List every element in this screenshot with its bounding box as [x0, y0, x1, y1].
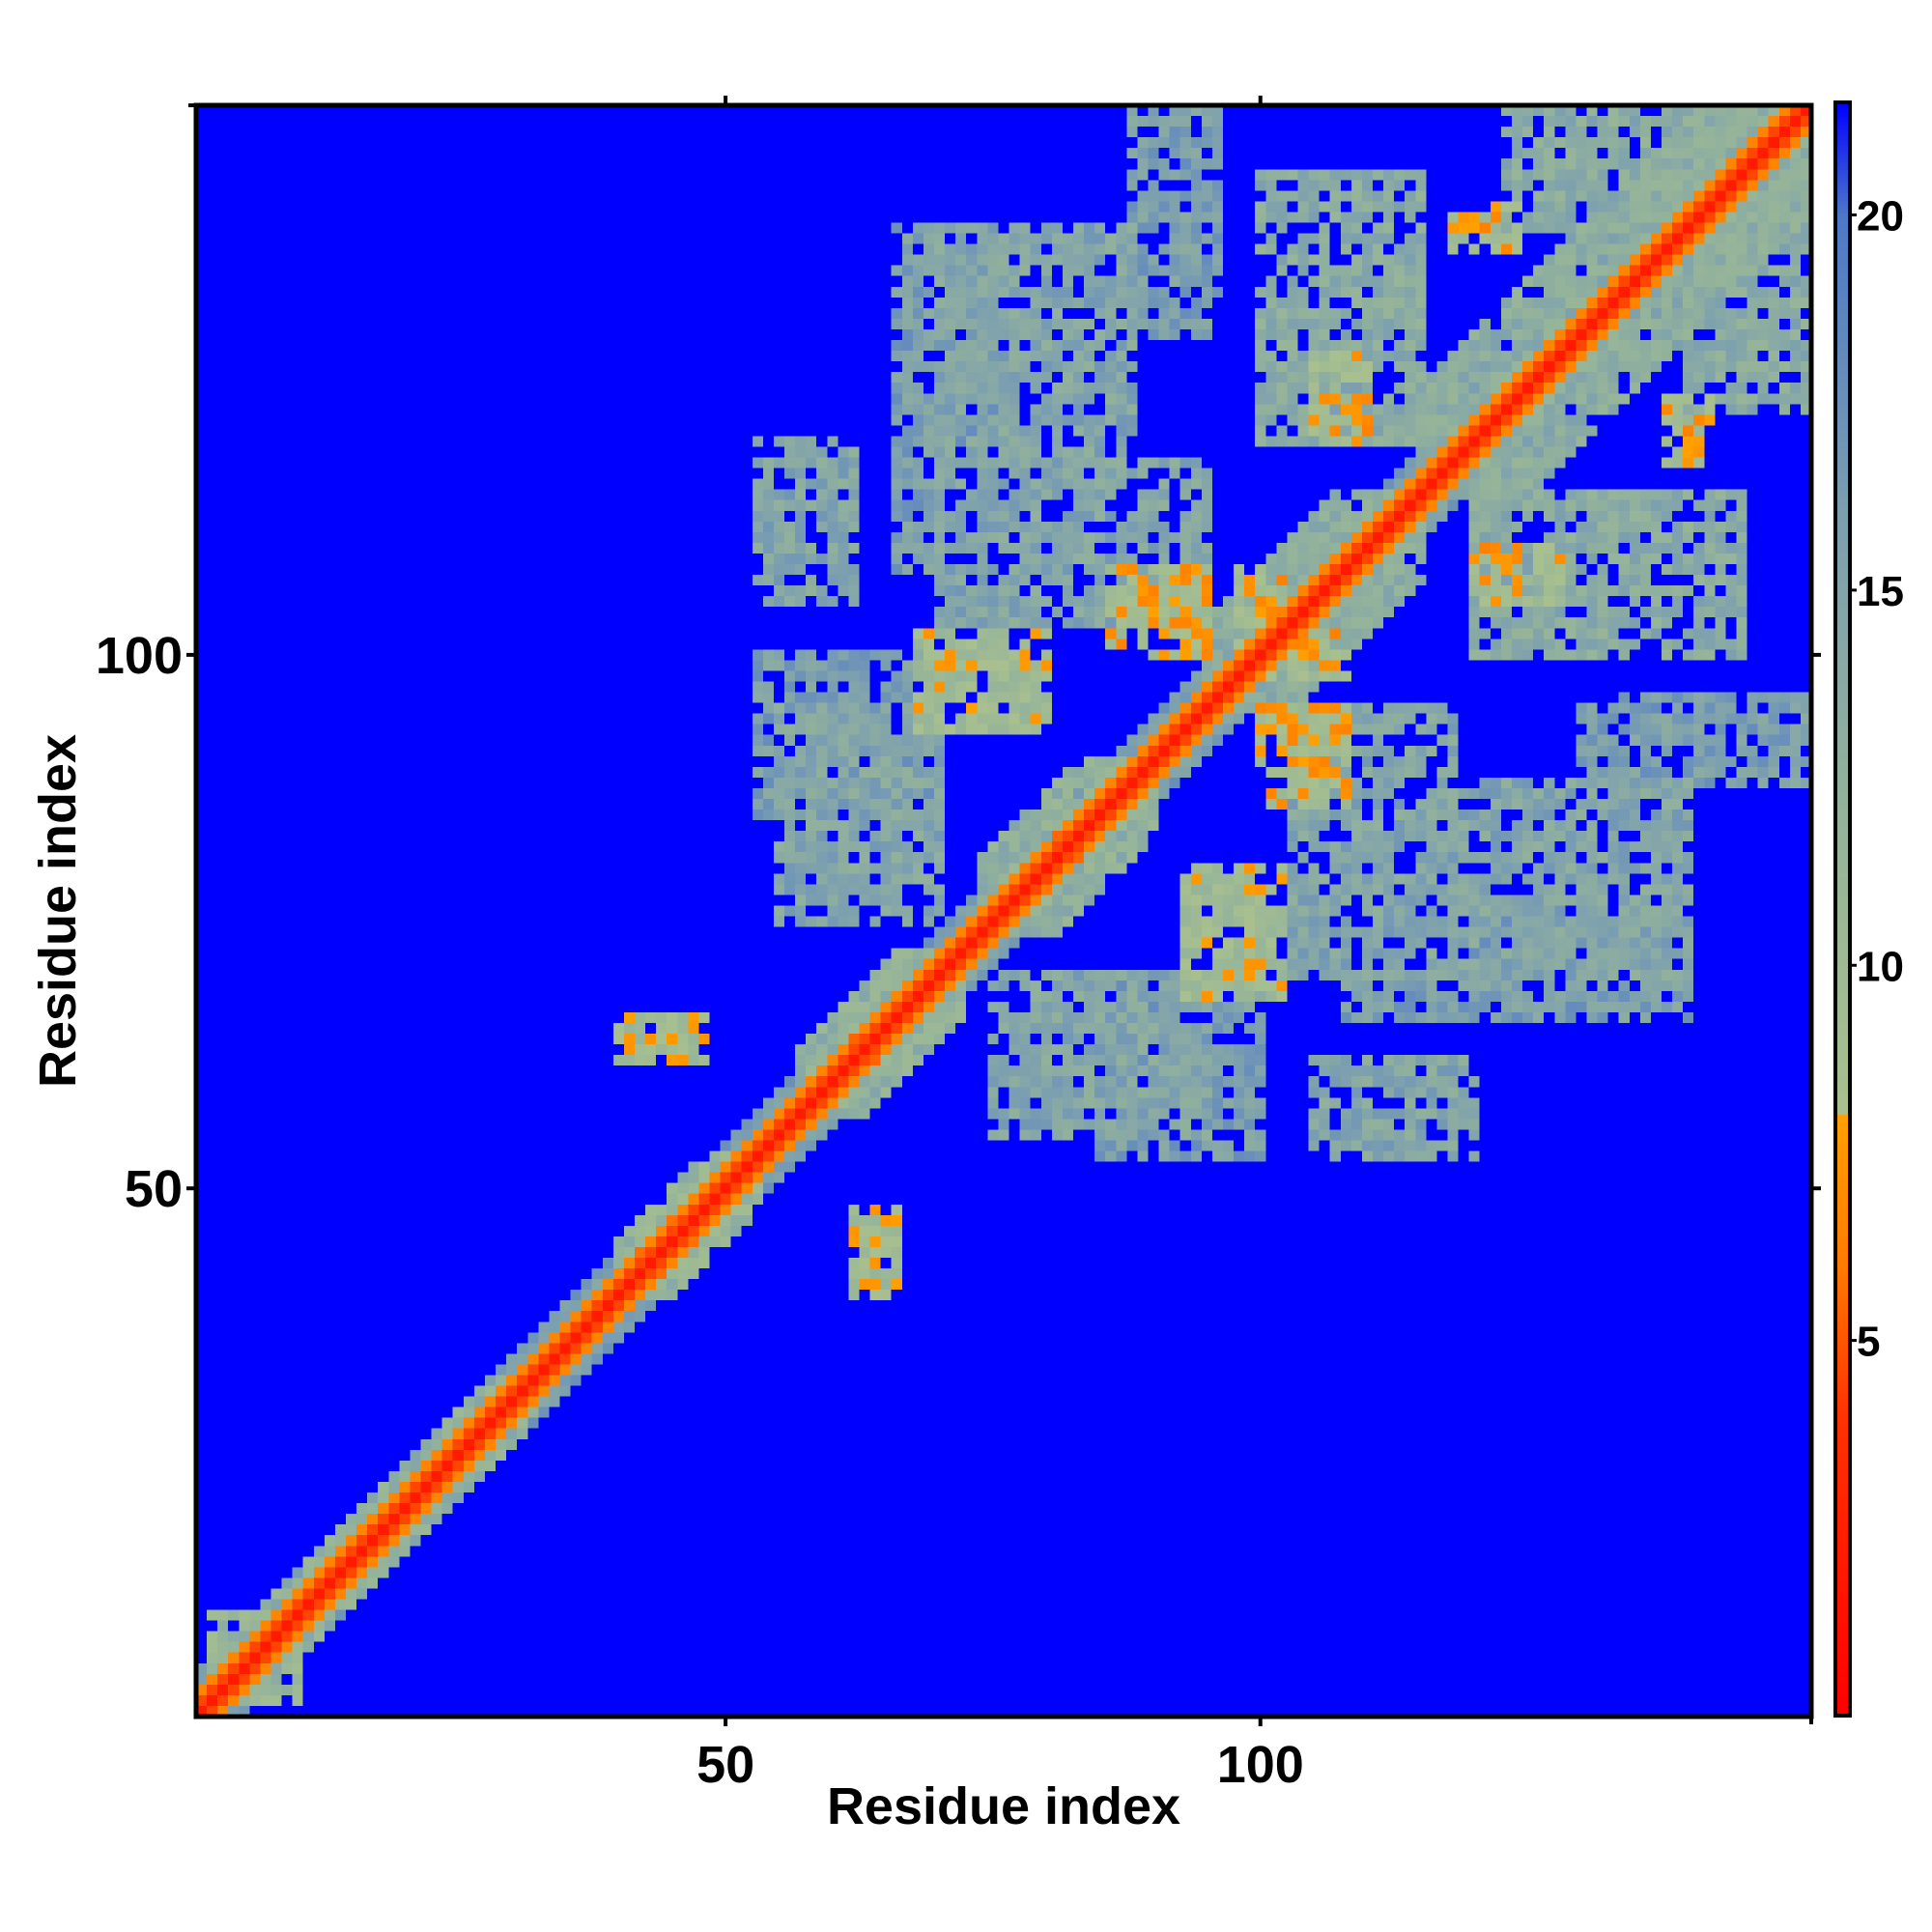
colorbar-frame	[1833, 100, 1852, 1718]
colorbar-gradient	[1835, 102, 1850, 1716]
y-tick-label-100: 100	[96, 627, 183, 685]
colorbar-tick-label-10: 10	[1857, 943, 1904, 990]
colorbar-tick-label-15: 15	[1857, 568, 1904, 615]
plot-frame	[193, 102, 1814, 1719]
ticks-layer: 50 100 50 100 5 10 15 20	[96, 96, 1904, 1794]
y-axis-label: Residue index	[29, 734, 87, 1088]
y-tick-label-50: 50	[125, 1160, 183, 1218]
colorbar-tick-label-5: 5	[1857, 1319, 1880, 1366]
x-axis-label: Residue index	[827, 1777, 1180, 1835]
heatmap-cells	[196, 105, 1811, 1717]
x-tick-label-100: 100	[1217, 1736, 1304, 1794]
x-tick-label-50: 50	[696, 1736, 754, 1794]
colorbar-tick-label-20: 20	[1857, 193, 1904, 241]
